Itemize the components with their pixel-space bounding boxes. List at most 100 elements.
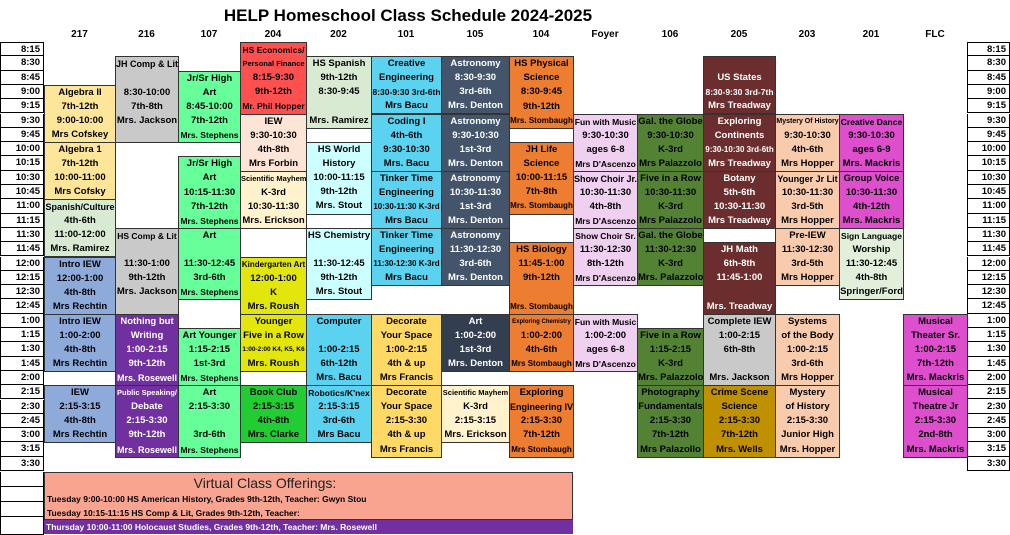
class-line: 2:15-3:15 <box>252 401 295 413</box>
class-line: Five in a Row <box>243 329 304 341</box>
time-label: 2:30 <box>967 399 1010 414</box>
time-label: 8:15 <box>967 42 1010 57</box>
class-line: 1:15-2:15 <box>649 344 692 356</box>
virtual-line: Tuesday 9:00-10:00 HS American History, … <box>47 494 367 504</box>
class-line: 10:00-11:15 <box>313 172 365 184</box>
class-block: Intro IEW 12:00-1:00 4th-8th Mrs Rechtin <box>44 256 116 315</box>
time-label: 2:15 <box>967 385 1010 400</box>
class-line: 6th-8th <box>723 343 756 355</box>
class-line: Fun with Music <box>574 316 637 327</box>
class-line <box>116 71 178 85</box>
class-line: Theatre Jr <box>912 401 959 413</box>
class-block: Algebra II 7th-12th 9:00-10:00 Mrs Cofskey <box>44 84 116 144</box>
time-label: 12:30 <box>967 285 1010 300</box>
class-line: Exploring <box>717 115 762 127</box>
class-line: 7th-12th <box>652 429 689 441</box>
class-block: Pre-IEW 11:30-12:30 3rd-5th Mrs Hopper <box>775 227 840 287</box>
time-label: 1:30 <box>0 342 44 357</box>
class-line: 7th-12th <box>721 429 758 441</box>
class-line: Mrs. Stephens <box>180 373 239 384</box>
class-line: 4th-8th <box>257 415 290 427</box>
time-label: 8:45 <box>967 70 1010 85</box>
class-line: Robotics/K'nex <box>308 388 370 399</box>
class-line: 11:00-12:00 <box>54 229 106 241</box>
class-line: 4th-8th <box>64 286 96 298</box>
class-line: Mrs. Jackson <box>709 372 770 384</box>
class-line: Younger <box>254 315 293 327</box>
class-line: Mrs Bacu <box>385 100 428 112</box>
class-line: Tinker Time <box>380 229 433 241</box>
column-header-205: 205 <box>730 29 748 40</box>
class-line: 3rd-6th <box>193 272 226 284</box>
time-label: 12:15 <box>0 270 44 286</box>
class-line: Mrs. Mackris <box>842 157 901 169</box>
time-label: 12:45 <box>0 299 44 314</box>
class-line: Mrs. Mackris <box>842 214 901 226</box>
class-line: K-3rd <box>658 200 683 212</box>
class-line: Mrs. Denton <box>448 272 503 284</box>
class-line: 7th-12th <box>61 158 99 170</box>
class-line: Mrs. Jackson <box>116 286 178 298</box>
class-line: Younger Jr Lit <box>777 173 838 184</box>
class-block: Book Club 2:15-3:15 4th-8th Mrs. Clarke <box>240 385 307 444</box>
time-label: 8:30 <box>967 56 1010 71</box>
class-line: Theater Sr. <box>910 329 961 341</box>
class-block: HS Spanish 9th-12th 8:30-9:45 Mrs. Ramirez <box>306 56 372 129</box>
class-line: Art <box>202 387 217 399</box>
class-line: Mrs. Palazzolo <box>638 272 703 284</box>
class-line: 1:00-2:00 <box>59 329 101 341</box>
class-line: 4th-6th <box>64 215 96 227</box>
time-label: 9:15 <box>0 99 44 114</box>
class-line: Mrs. Bacu <box>383 157 430 169</box>
class-line: Creative Dance <box>840 116 903 127</box>
class-block: HS Physical Science 8:30-9:45 9th-12th Mrs. … <box>509 56 574 129</box>
class-line: Mrs Cofsky <box>54 186 106 198</box>
class-line: 3rd-6th <box>193 429 226 441</box>
class-line: Decorate <box>386 315 427 327</box>
class-line: HS World <box>317 144 361 156</box>
class-block: JH Comp & Lit 8:30-10:00 7th-8th Mrs. Jacks… <box>115 56 179 144</box>
class-block: Intro IEW 1:00-2:00 4th-8th Mrs Rechtin <box>44 313 116 372</box>
class-line: Mrs Cofskey <box>51 129 109 141</box>
class-line: 8:30-9:30 <box>454 72 497 84</box>
class-line <box>510 285 573 299</box>
class-line: 1st-3rd <box>459 200 492 212</box>
class-line: 11:30-12:45 <box>183 258 236 270</box>
class-line: 11:30-12:30 <box>781 243 834 255</box>
class-line: HS Spanish <box>312 58 366 70</box>
class-line: Astronomy <box>450 115 501 127</box>
time-label: 10:15 <box>967 156 1010 171</box>
time-label: 9:45 <box>967 127 1010 143</box>
class-line: 10:30-11:30 <box>247 200 300 212</box>
class-line: Photography <box>641 387 700 399</box>
column-header-107: 107 <box>200 29 218 40</box>
class-line: 11:45-1:00 <box>518 258 565 270</box>
page-title: HELP Homeschool Class Schedule 2024-2025 <box>223 6 593 25</box>
class-line: Fundamentals <box>638 401 703 413</box>
class-line: Mystery Of History <box>776 117 839 125</box>
class-line: Complete IEW <box>707 315 772 327</box>
class-block: Fun with Music 1:00-2:00 ages 6-8 Mrs D'Asc… <box>573 313 638 372</box>
class-line: 11:30-1:00 <box>124 258 170 270</box>
class-block: Musical Theater Sr. 1:00-2:15 7th-12th Mrs. … <box>903 313 968 387</box>
class-line: Scientific Mayhem <box>241 173 306 183</box>
class-line: 9:30-10:30 <box>582 129 629 141</box>
class-line: 2:15-3:30 <box>385 415 428 427</box>
class-line <box>307 243 371 257</box>
class-line <box>116 243 178 257</box>
class-line: Five in a Row <box>640 172 701 184</box>
class-line: Astronomy <box>450 229 501 241</box>
class-line: 3rd-5th <box>791 200 824 212</box>
class-block: Creative Engineering 8:30-9:30 3rd-6th Mrs … <box>371 56 442 115</box>
time-label: 12:15 <box>967 270 1010 286</box>
class-line: Mrs Hopper <box>781 157 834 169</box>
class-line: Mrs Stombaugh <box>511 444 572 454</box>
class-line: 7th-12th <box>917 357 954 369</box>
class-line: Mrs. Clarke <box>247 429 300 441</box>
class-line: 2:15-3:30 <box>718 415 761 427</box>
class-line: Mrs. Mackris <box>906 372 965 384</box>
class-line: 4th-6th <box>791 143 824 155</box>
class-line: Mrs. Palazzolo <box>638 372 703 384</box>
class-block: Scientific Mayhem K-3rd 10:30-11:30 Mrs. Er… <box>240 170 307 229</box>
class-line <box>116 128 178 142</box>
